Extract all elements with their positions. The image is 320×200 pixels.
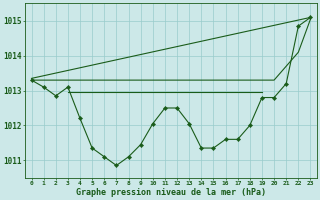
X-axis label: Graphe pression niveau de la mer (hPa): Graphe pression niveau de la mer (hPa) [76, 188, 266, 197]
